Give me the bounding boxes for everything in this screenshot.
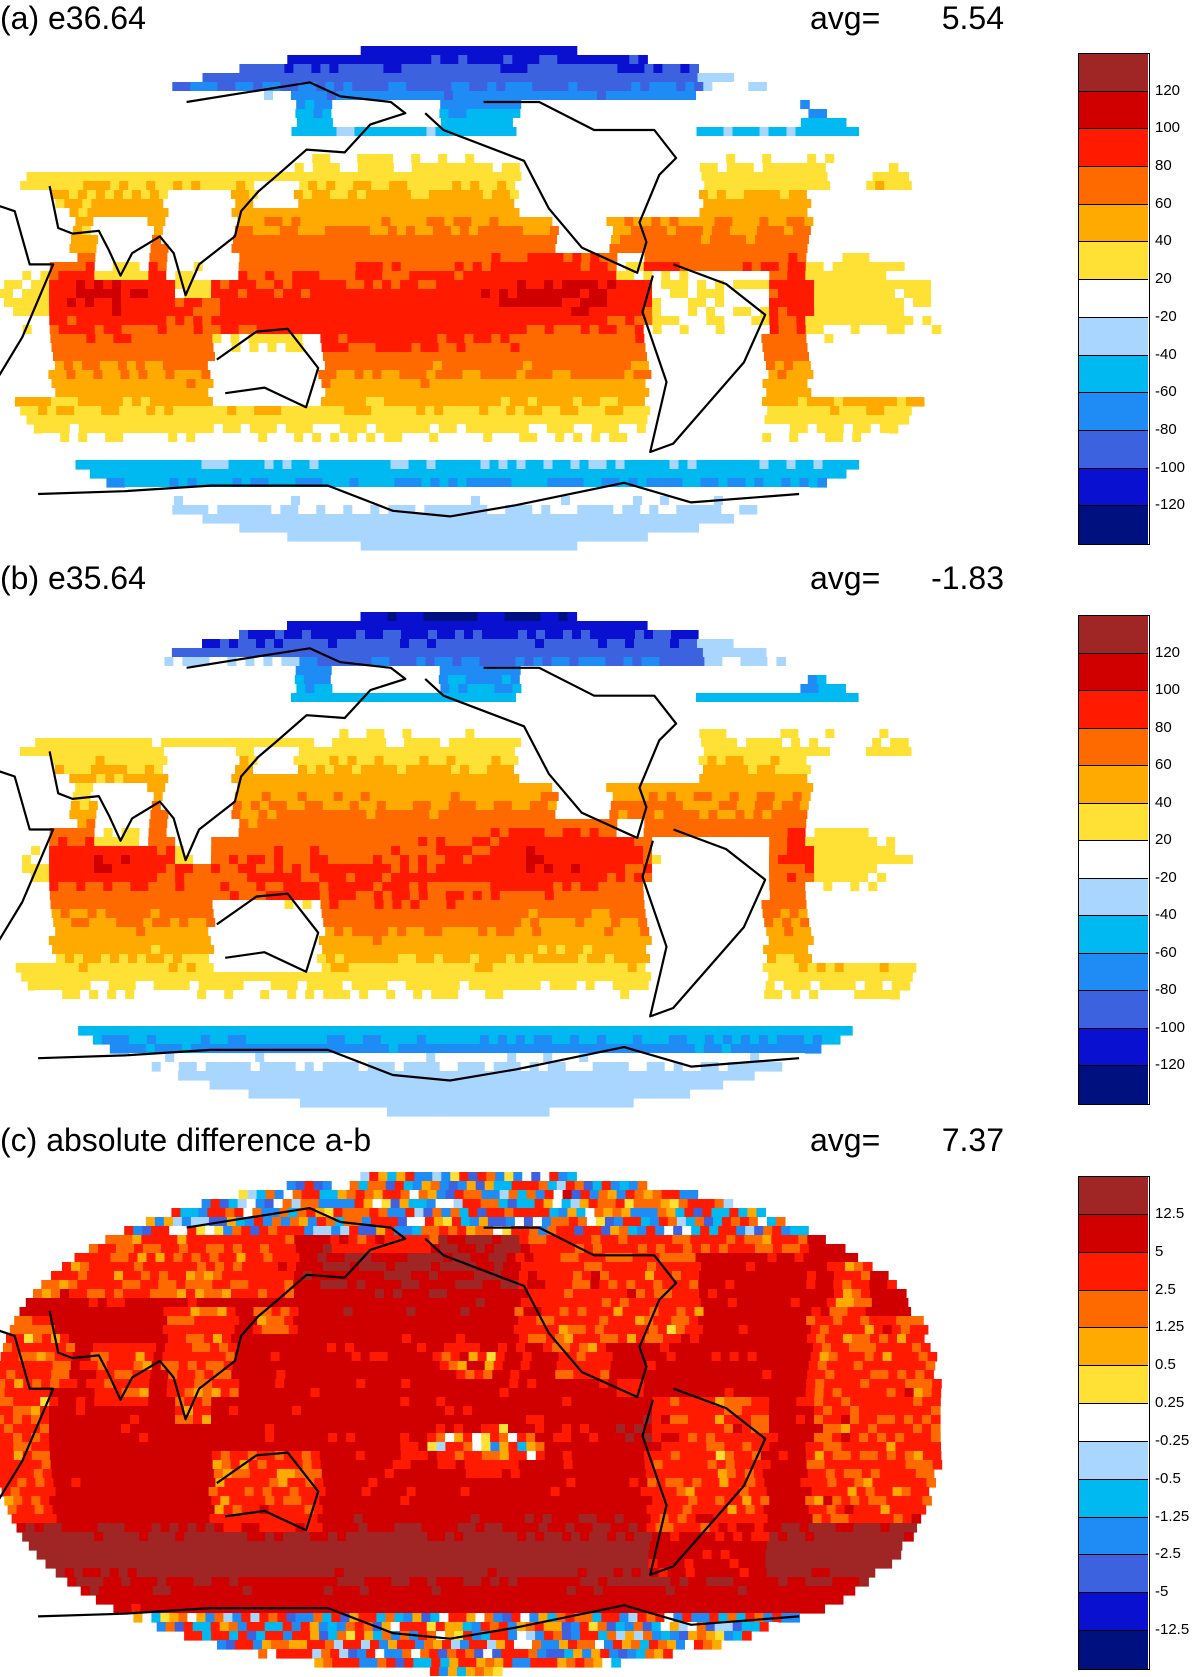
colorbar-box: [1079, 1593, 1148, 1632]
colorbar-box: [1079, 916, 1148, 954]
colorbar-box: [1079, 1328, 1148, 1367]
avg-label: avg=: [810, 0, 881, 36]
colorbar-label: 2.5: [1155, 1280, 1176, 1298]
colorbar-label: 40: [1155, 793, 1172, 811]
colorbar-label: -0.5: [1155, 1469, 1181, 1487]
colorbar-label: -2.5: [1155, 1545, 1181, 1563]
colorbar-box: [1079, 878, 1148, 917]
colorbar-label: 0.25: [1155, 1394, 1185, 1412]
colorbar-label: -60: [1155, 383, 1177, 401]
colorbar-label: 120: [1155, 643, 1181, 661]
colorbar-box: [1079, 991, 1148, 1029]
colorbar-box: [1079, 1479, 1148, 1518]
colorbar-label: 80: [1155, 718, 1172, 736]
colorbar-box: [1079, 766, 1148, 804]
colorbar-box: [1079, 204, 1148, 243]
colorbar-label: -100: [1155, 458, 1186, 476]
colorbar: [1078, 53, 1150, 545]
colorbar-label: -100: [1155, 1018, 1186, 1036]
colorbar-label: 120: [1155, 81, 1181, 99]
colorbar-box: [1079, 280, 1148, 318]
colorbar-label: 80: [1155, 157, 1172, 175]
colorbar-box: [1079, 1366, 1148, 1405]
colorbar-label: -20: [1155, 868, 1177, 886]
colorbar-box: [1079, 1404, 1148, 1442]
avg-label: avg=: [810, 1122, 881, 1158]
avg-value: 5.54: [941, 0, 1004, 36]
colorbar-label: 100: [1155, 681, 1181, 699]
colorbar-label: 1.25: [1155, 1318, 1185, 1336]
colorbar-label: -60: [1155, 943, 1177, 961]
colorbar-label: 100: [1155, 119, 1181, 137]
panel-title: (a) e36.64: [0, 0, 146, 36]
colorbar-box: [1079, 1290, 1148, 1329]
panel-c: (c) absolute difference a-b avg= 7.37 12…: [0, 1122, 1194, 1677]
colorbar-box: [1079, 1441, 1148, 1480]
colorbar-box: [1079, 317, 1148, 356]
avg-value: 7.37: [941, 1122, 1004, 1158]
colorbar-box: [1079, 841, 1148, 879]
colorbar-label: -120: [1155, 1056, 1186, 1074]
world-map: [0, 1172, 943, 1676]
colorbar-box: [1079, 393, 1148, 431]
colorbar-box: [1079, 1517, 1148, 1556]
colorbar-box: [1079, 242, 1148, 281]
colorbar-box: [1079, 616, 1148, 654]
colorbar-box: [1079, 803, 1148, 842]
colorbar-label: -120: [1155, 496, 1186, 514]
colorbar-box: [1079, 1028, 1148, 1067]
panel-title: (c) absolute difference a-b: [0, 1122, 372, 1158]
colorbar-label: 60: [1155, 194, 1172, 212]
colorbar-box: [1079, 691, 1148, 729]
colorbar-label: -12.5: [1155, 1621, 1190, 1639]
colorbar-label: -80: [1155, 420, 1177, 438]
colorbar-box: [1079, 355, 1148, 394]
colorbar-label: 60: [1155, 756, 1172, 774]
colorbar-box: [1079, 129, 1148, 168]
colorbar-box: [1079, 728, 1148, 767]
colorbar-label: 20: [1155, 270, 1172, 288]
colorbar-box: [1079, 91, 1148, 130]
colorbar-box: [1079, 468, 1148, 507]
colorbar-box: [1079, 1066, 1148, 1104]
colorbar-label: 12.5: [1155, 1204, 1185, 1222]
colorbar-box: [1079, 167, 1148, 205]
panel-a: (a) e36.64 avg= 5.54 120 100 80 60 40 20 -20 -4…: [0, 0, 1194, 555]
colorbar-label: -40: [1155, 906, 1177, 924]
colorbar: [1078, 615, 1150, 1105]
colorbar-label: 0.5: [1155, 1356, 1176, 1374]
colorbar-box: [1079, 1252, 1148, 1291]
colorbar-box: [1079, 1631, 1148, 1669]
colorbar-label: -40: [1155, 345, 1177, 363]
colorbar-label: 40: [1155, 232, 1172, 250]
colorbar-box: [1079, 430, 1148, 469]
colorbar-box: [1079, 506, 1148, 544]
colorbar-label: -1.25: [1155, 1507, 1190, 1525]
colorbar-box: [1079, 1214, 1148, 1253]
colorbar-box: [1079, 54, 1148, 92]
colorbar-label: 20: [1155, 831, 1172, 849]
colorbar-label: -5: [1155, 1583, 1169, 1601]
world-map: [0, 46, 942, 551]
world-map: [0, 612, 943, 1117]
colorbar-box: [1079, 1555, 1148, 1594]
colorbar-box: [1079, 953, 1148, 992]
avg-value: -1.83: [931, 560, 1004, 596]
colorbar-box: [1079, 653, 1148, 692]
colorbar-label: -0.25: [1155, 1431, 1190, 1449]
panel-title: (b) e35.64: [0, 560, 146, 596]
colorbar-box: [1079, 1177, 1148, 1215]
avg-label: avg=: [810, 560, 881, 596]
colorbar-label: -20: [1155, 307, 1177, 325]
colorbar-label: -80: [1155, 981, 1177, 999]
colorbar: [1078, 1176, 1150, 1670]
panel-b: (b) e35.64 avg= -1.83 120 100 80 60 40 20 -20 -…: [0, 560, 1194, 1117]
colorbar-label: 5: [1155, 1242, 1164, 1260]
